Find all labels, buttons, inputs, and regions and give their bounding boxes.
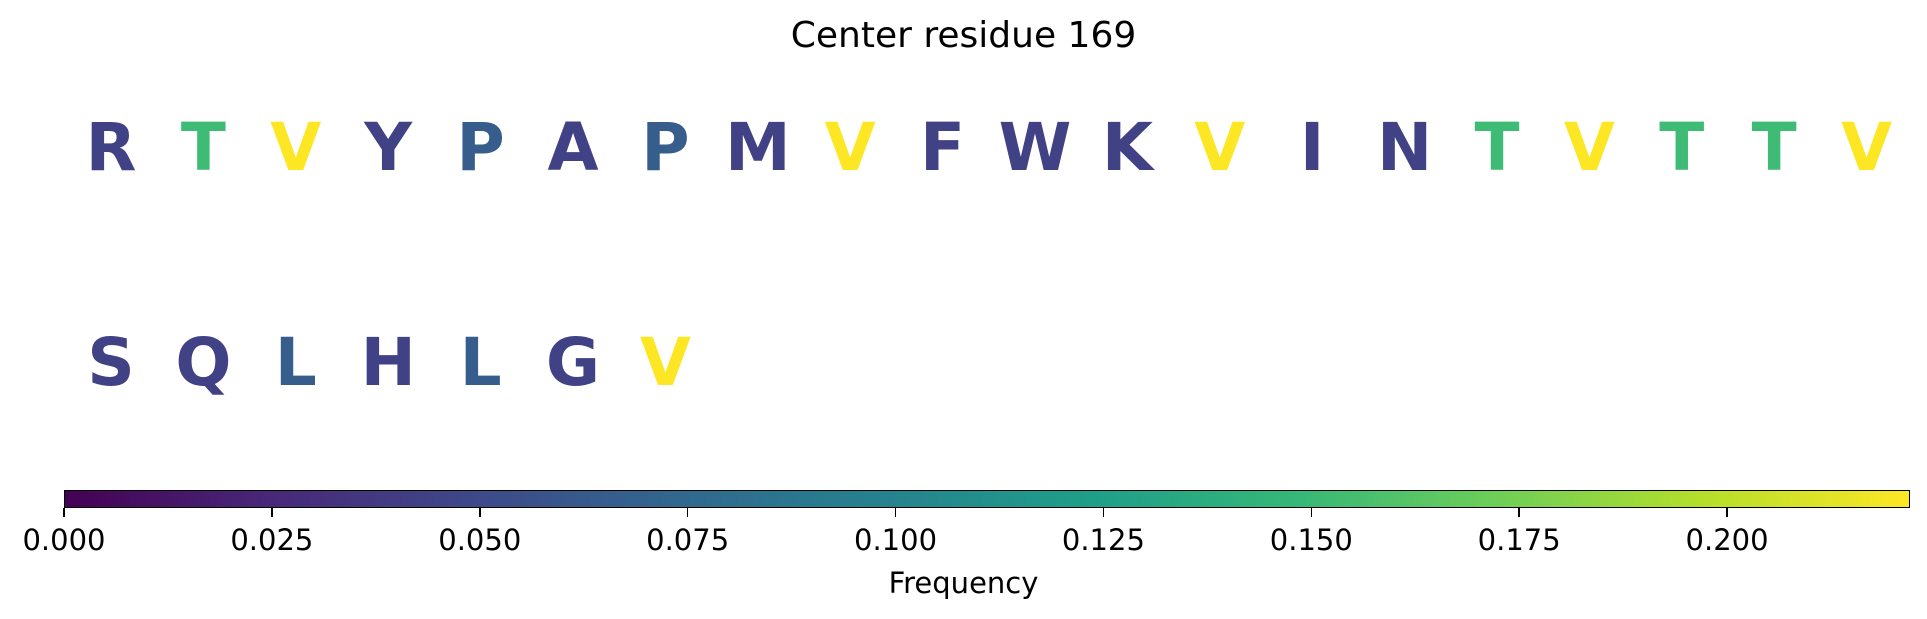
residue-letter: A [547, 109, 599, 186]
residue-letter: T [1751, 109, 1797, 186]
residue-letter: V [1841, 109, 1893, 186]
residue-letter: R [85, 109, 137, 186]
colorbar-tick [63, 508, 65, 517]
residue-letter: G [545, 324, 601, 401]
residue-letter: L [274, 324, 317, 401]
colorbar-tick [686, 508, 689, 517]
residue-letter: Y [364, 109, 413, 186]
colorbar-tick-label: 0.000 [22, 523, 106, 557]
colorbar-tick-label: 0.075 [646, 523, 730, 557]
residue-letter: H [360, 324, 416, 401]
colorbar-tick [1518, 508, 1520, 517]
residue-letter: S [87, 324, 135, 401]
residue-letter: P [641, 109, 690, 186]
residue-letter: P [456, 109, 505, 186]
chart-title: Center residue 169 [790, 15, 1137, 56]
colorbar-tick-label: 0.100 [854, 523, 938, 557]
colorbar [64, 490, 1910, 508]
colorbar-tick [271, 508, 273, 517]
residue-letter: V [639, 324, 691, 401]
residue-letter: N [1376, 109, 1433, 186]
residue-letter: K [1101, 109, 1153, 186]
residue-letter: V [1194, 109, 1246, 186]
residue-letter: V [270, 109, 322, 186]
colorbar-tick [1726, 508, 1728, 517]
colorbar-tick [479, 508, 481, 517]
residue-letter: V [824, 109, 876, 186]
colorbar-tick [894, 508, 897, 517]
residue-letter: T [1474, 109, 1520, 186]
residue-letter: T [180, 109, 226, 186]
residue-letter: W [998, 109, 1072, 186]
colorbar-label: Frequency [888, 566, 1039, 600]
residue-letter: M [724, 109, 791, 186]
colorbar-tick-label: 0.150 [1269, 523, 1353, 557]
residue-letter: T [1659, 109, 1705, 186]
colorbar-tick-label: 0.200 [1685, 523, 1769, 557]
residue-letter: F [920, 109, 966, 186]
residue-letter: Q [175, 324, 232, 401]
residue-letter: V [1563, 109, 1615, 186]
colorbar-tick [1310, 508, 1313, 517]
colorbar-tick-label: 0.050 [438, 523, 522, 557]
colorbar-tick-label: 0.025 [230, 523, 314, 557]
residue-letter: I [1299, 109, 1325, 186]
residue-letter: L [459, 324, 502, 401]
colorbar-tick-label: 0.125 [1061, 523, 1145, 557]
colorbar-tick [1102, 508, 1105, 517]
colorbar-tick-label: 0.175 [1477, 523, 1561, 557]
